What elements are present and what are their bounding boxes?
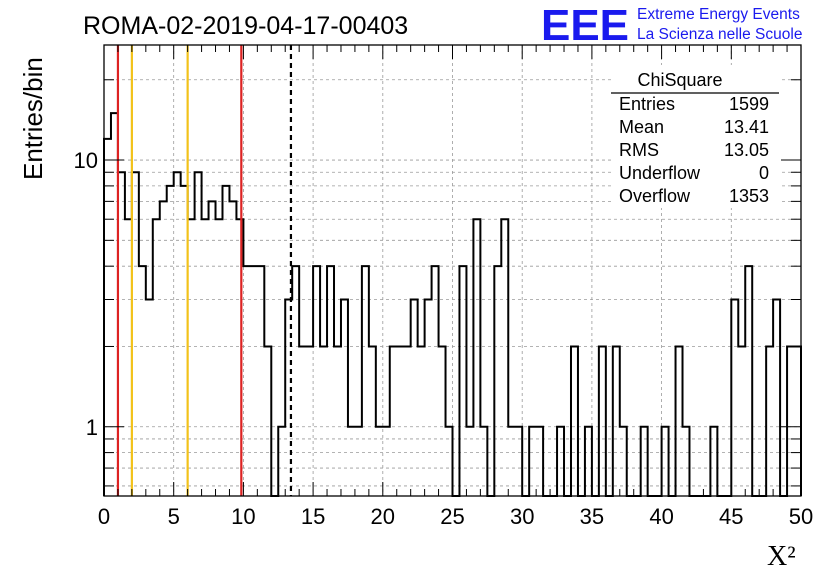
histogram-bin [404, 346, 411, 496]
histogram-bin [202, 219, 209, 496]
histogram-bin [216, 219, 223, 496]
histogram-bin [411, 300, 418, 496]
x-tick-label: 35 [580, 504, 604, 529]
stats-row-value: 1599 [729, 94, 769, 114]
histogram-bin [139, 266, 146, 496]
histogram-bin [494, 266, 501, 496]
histogram-bin [243, 266, 250, 496]
histogram-bin [738, 346, 745, 496]
logo-line-1: Extreme Energy Events [637, 6, 800, 23]
x-tick-label: 0 [98, 504, 110, 529]
histogram-bars [103, 112, 802, 497]
stats-row-label: Mean [619, 117, 664, 137]
histogram-bin [501, 219, 508, 496]
histogram-bin [369, 346, 376, 496]
histogram-bin [766, 346, 773, 496]
logo-line-2: La Scienza nelle Scuole [637, 26, 802, 43]
histogram-bin [794, 346, 801, 496]
histogram-bin [299, 346, 306, 496]
histogram-bin [439, 346, 446, 496]
histogram-bin [390, 346, 397, 496]
histogram-bin [571, 346, 578, 496]
stats-title: ChiSquare [637, 70, 722, 90]
histogram-bin [773, 300, 780, 496]
histogram-bin [459, 266, 466, 496]
histogram-bin [264, 346, 271, 496]
x-axis-label: X² [767, 541, 796, 572]
x-tick-label: 45 [719, 504, 743, 529]
stats-row-value: 1353 [729, 186, 769, 206]
histogram-bin [341, 300, 348, 496]
histogram-bin [334, 346, 341, 496]
stats-row-label: Entries [619, 94, 675, 114]
x-tick-label: 40 [649, 504, 673, 529]
histogram-bin [731, 300, 738, 496]
histogram-bin [306, 346, 313, 496]
histogram-bin [229, 201, 236, 496]
histogram-bin [292, 266, 299, 496]
histogram-bin [418, 346, 425, 496]
histogram-bin [473, 219, 480, 496]
x-tick-label: 15 [301, 504, 325, 529]
x-tick-label: 50 [789, 504, 813, 529]
histogram-bin [425, 300, 432, 496]
histogram-bin [327, 266, 334, 496]
histogram-bin [745, 266, 752, 496]
histogram-bin [153, 219, 160, 496]
stats-box-background [611, 65, 781, 208]
histogram-bin [599, 346, 606, 496]
histogram-bin [787, 346, 794, 496]
x-tick-label: 5 [168, 504, 180, 529]
histogram-bin [320, 346, 327, 496]
histogram-bin [209, 201, 216, 496]
y-tick-label: 10 [74, 148, 98, 173]
stats-box: ChiSquare Entries 1599 Mean 13.41 RMS 13.05 Un… [611, 65, 781, 208]
histogram-bin [613, 346, 620, 496]
x-tick-label: 30 [510, 504, 534, 529]
histogram-bin [313, 266, 320, 496]
stats-row-value: 0 [759, 163, 769, 183]
histogram-bin [167, 186, 174, 496]
y-tick-label: 1 [86, 415, 98, 440]
reference-lines [116, 45, 293, 496]
histogram-bin [257, 266, 264, 496]
stats-row-label: Underflow [619, 163, 701, 183]
histogram-bin [397, 346, 404, 496]
histogram-bin [174, 172, 181, 496]
logo-mark: EEE [541, 1, 629, 50]
x-tick-label: 10 [231, 504, 255, 529]
histogram-bin [146, 300, 153, 496]
histogram-bin [222, 186, 229, 496]
histogram-bin [160, 201, 167, 496]
histogram-outline [103, 112, 802, 497]
axis-ticks: 0 5 10 15 20 25 30 35 40 45 50 1 10 [74, 45, 813, 529]
y-axis-label: Entries/bin [18, 57, 48, 180]
histogram-bin [432, 266, 439, 496]
stats-row-label: RMS [619, 140, 659, 160]
histogram-bin [250, 266, 257, 496]
histogram-bin [195, 172, 202, 496]
x-tick-label: 25 [440, 504, 464, 529]
stats-rows: Entries 1599 Mean 13.41 RMS 13.05 Underflow 0 Ov… [619, 94, 769, 206]
stats-row-label: Overflow [619, 186, 691, 206]
stats-row-value: 13.05 [724, 140, 769, 160]
histogram-bin [676, 346, 683, 496]
x-tick-label: 20 [371, 504, 395, 529]
histogram-bin [104, 139, 111, 496]
chart-title: ROMA-02-2019-04-17-00403 [83, 12, 408, 40]
histogram-bin [362, 266, 369, 496]
stats-row-value: 13.41 [724, 117, 769, 137]
eee-logo: EEE Extreme Energy Events La Scienza nel… [541, 1, 802, 50]
